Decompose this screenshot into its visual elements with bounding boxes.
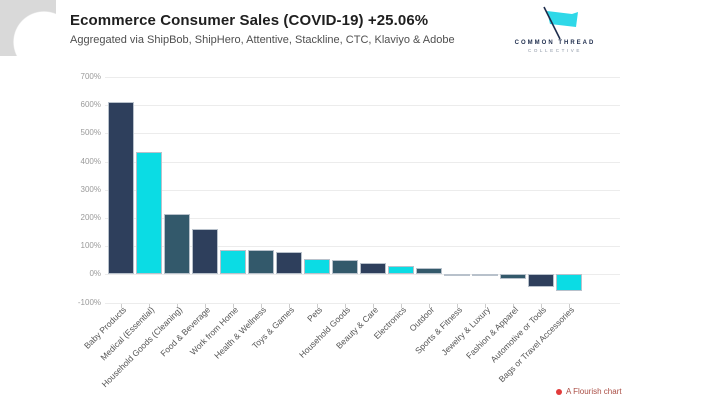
x-tick-mark <box>373 303 374 308</box>
bar-medical-essential-[interactable] <box>136 151 162 275</box>
x-tick-mark <box>205 303 206 308</box>
logo-text-line1: COMMON THREAD <box>514 40 596 46</box>
x-tick-mark <box>177 303 178 308</box>
bar-household-goods-cleaning-[interactable] <box>164 213 190 275</box>
x-tick-mark <box>345 303 346 308</box>
gridline-400% <box>105 161 620 163</box>
flourish-logo-icon <box>556 388 562 395</box>
bar-fashion-apparel[interactable] <box>500 274 526 279</box>
flag-and-needle-icon <box>543 6 578 40</box>
gridline--100% <box>105 302 620 304</box>
y-tick-label: 600% <box>80 100 101 110</box>
x-tick-mark <box>401 303 402 308</box>
flourish-credit-link[interactable]: A Flourish chart <box>556 387 622 396</box>
bar-health-wellness[interactable] <box>248 250 274 275</box>
plot-area <box>105 70 620 310</box>
x-tick-mark <box>569 303 570 308</box>
y-tick-label: 200% <box>80 213 101 222</box>
bar-pets[interactable] <box>304 258 330 275</box>
x-tick-mark <box>541 303 542 308</box>
bar-sports-fitness[interactable] <box>444 273 470 276</box>
gridline-100% <box>105 246 620 248</box>
logo-text-line2: COLLECTIVE <box>527 48 582 53</box>
bar-food-beverage[interactable] <box>192 229 218 275</box>
x-tick-mark <box>317 303 318 308</box>
x-tick-mark <box>121 303 122 308</box>
bar-electronics[interactable] <box>388 265 414 275</box>
x-tick-mark <box>513 303 514 308</box>
bar-bags-or-travel-accessories[interactable] <box>556 274 582 292</box>
y-tick-label: 300% <box>80 184 101 194</box>
x-tick-mark <box>289 303 290 308</box>
bar-beauty-care[interactable] <box>360 263 386 275</box>
bar-automotive-or-tools[interactable] <box>528 274 554 288</box>
chart-title: Ecommerce Consumer Sales (COVID-19) +25.… <box>70 12 429 29</box>
bar-outdoor[interactable] <box>416 268 442 275</box>
x-tick-mark <box>261 303 262 308</box>
gridline-700% <box>105 77 620 78</box>
chart-subtitle: Aggregated via ShipBob, ShipHero, Attent… <box>70 34 455 46</box>
y-tick-label: 400% <box>80 156 101 166</box>
x-tick-mark <box>429 303 430 308</box>
bar-jewelry-luxury[interactable] <box>472 274 498 277</box>
gridline-0% <box>105 274 620 276</box>
y-tick-label: -100% <box>77 297 101 307</box>
x-tick-mark <box>485 303 486 308</box>
bar-work-from-home[interactable] <box>220 250 246 275</box>
gridline-200% <box>105 218 620 219</box>
common-thread-collective-logo: COMMON THREAD COLLECTIVE <box>500 6 610 60</box>
x-tick-mark <box>233 303 234 308</box>
x-tick-mark <box>149 303 150 308</box>
bar-toys-games[interactable] <box>276 251 302 275</box>
y-tick-label: 700% <box>80 72 101 81</box>
y-tick-label: 500% <box>80 128 101 138</box>
bar-baby-products[interactable] <box>108 102 134 275</box>
y-tick-label: 0% <box>89 269 101 279</box>
flourish-credit-text: A Flourish chart <box>566 387 622 396</box>
x-tick-mark <box>457 303 458 308</box>
gridline-300% <box>105 189 620 191</box>
gridline-500% <box>105 133 620 135</box>
gridline-600% <box>105 105 620 107</box>
y-tick-label: 100% <box>80 241 101 251</box>
bar-household-goods[interactable] <box>332 260 358 275</box>
